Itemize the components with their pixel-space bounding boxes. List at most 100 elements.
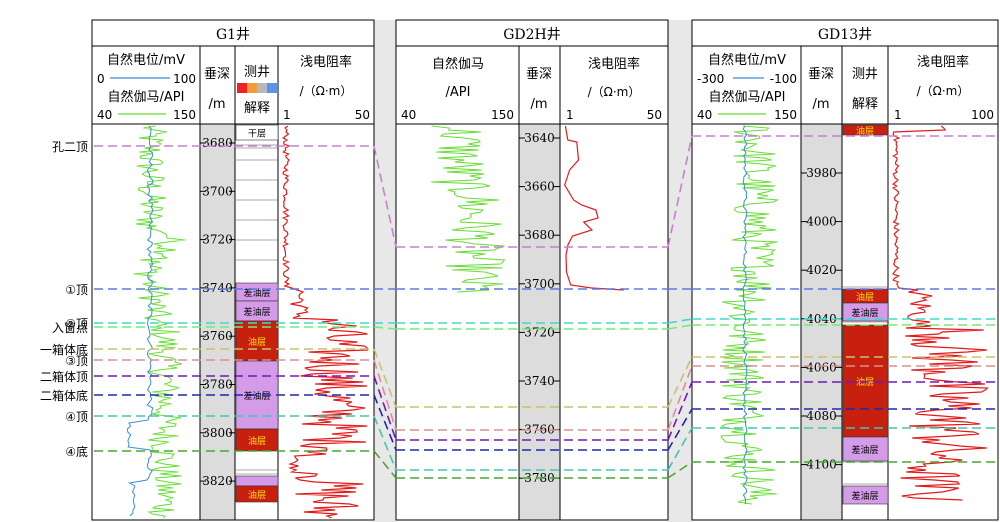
gd13-res-curve	[891, 125, 989, 501]
marker-line-segment	[373, 394, 397, 451]
depth-tick-label: 3720	[202, 233, 233, 247]
depth-tick-label: 3760	[202, 329, 233, 343]
marker-line-segment	[373, 450, 397, 479]
interp-label: 差油层	[851, 444, 878, 456]
marker-line-segment	[373, 415, 397, 471]
depth-tick-label: 4060	[806, 360, 837, 374]
interp-label: 油层	[856, 291, 874, 303]
gd13-res-label: 浅电阻率	[917, 54, 969, 70]
depth-tick-label: 3700	[202, 184, 233, 198]
depth-tick-label: 3720	[524, 325, 555, 339]
interp-block	[842, 485, 889, 505]
interp-label: 差油层	[243, 390, 270, 402]
marker-line-segment	[373, 145, 397, 248]
gd2h-res-label: 浅电阻率	[588, 56, 640, 72]
marker-label: ①顶	[65, 283, 88, 297]
interp-label: 差油层	[851, 307, 878, 319]
gd13-interp-header-bottom: 解释	[852, 97, 878, 112]
g1-res-min: 1	[283, 108, 291, 122]
gap-2	[668, 20, 692, 522]
gd13-curves	[720, 125, 989, 505]
g1-gr-max: 150	[173, 108, 196, 122]
well-gd2h-panel: GD2H井 自然伽马 /API 40 150 垂深 /m 浅电阻率 /（Ω·m）…	[395, 19, 669, 521]
depth-tick-label: 3640	[524, 131, 555, 145]
depth-tick-label: 4080	[806, 409, 837, 423]
gd2h-gr-min: 40	[401, 108, 416, 122]
gd13-res-min: 1	[894, 108, 902, 122]
gap-1	[374, 20, 396, 522]
g1-res-unit: /（Ω·m）	[300, 84, 353, 98]
gd2h-gr-max: 150	[491, 108, 514, 122]
gd2h-res-curve	[564, 125, 624, 291]
marker-line-segment	[373, 326, 397, 330]
marker-line-segment	[667, 461, 693, 479]
marker-label: ④底	[65, 444, 88, 459]
marker-label: 二箱体顶	[40, 369, 88, 384]
interp-label: 干层	[248, 129, 266, 140]
marker-line-segment	[373, 359, 397, 431]
gd13-well-name: GD13井	[818, 27, 872, 43]
interp-block	[235, 124, 279, 141]
interp-block	[842, 124, 889, 136]
depth-tick-label: 3660	[524, 180, 555, 194]
g1-interp-header-top: 测井	[244, 65, 270, 80]
depth-tick-label: 3980	[806, 166, 837, 180]
depth-tick-label: 3780	[202, 378, 233, 392]
g1-gr-label: 自然伽马/API	[108, 89, 185, 105]
gd2h-well-name: GD2H井	[503, 27, 561, 43]
interp-label: 差油层	[851, 490, 878, 502]
interp-block	[235, 485, 279, 503]
gd13-res-unit: /（Ω·m）	[917, 84, 970, 98]
depth-tick-label: 3680	[524, 228, 555, 242]
gd13-gr-label: 自然伽马/API	[709, 89, 786, 105]
gd13-interp-header-top: 测井	[852, 67, 878, 82]
g1-sp-curve	[126, 125, 154, 517]
g1-gr-curve	[133, 125, 186, 519]
marker-line-segment	[667, 318, 693, 324]
marker-label: 孔二顶	[52, 140, 88, 154]
gd2h-gr-unit: /API	[446, 85, 471, 100]
marker-lines	[94, 135, 998, 479]
marker-line-segment	[667, 324, 693, 330]
marker-line-segment	[667, 408, 693, 451]
gd13-sp-label: 自然电位/mV	[708, 52, 786, 68]
g1-sp-label: 自然电位/mV	[107, 52, 185, 68]
gd13-gr-min: 40	[697, 108, 712, 122]
marker-line-segment	[373, 348, 397, 408]
marker-label: ③顶	[65, 354, 88, 368]
marker-label: 二箱体底	[40, 388, 88, 403]
interp-label: 油层	[856, 125, 874, 137]
interp-block	[235, 475, 279, 487]
depth-tick-label: 3680	[202, 136, 233, 150]
gd13-gr-curve	[720, 125, 780, 505]
depth-tick-label: 3700	[524, 277, 555, 291]
gd13-sp-max: -100	[770, 72, 797, 86]
well-g1-panel: G1井 自然电位/mV 0 100 自然伽马/API 40 150 垂深 /m …	[91, 19, 375, 521]
marker-line-segment	[667, 356, 693, 408]
depth-tick-label: 4100	[806, 458, 837, 472]
gd2h-depth-header: 垂深	[526, 67, 552, 82]
g1-sp-min: 0	[97, 72, 105, 86]
interp-label: 油层	[248, 336, 266, 348]
marker-label: 一箱体底	[40, 342, 88, 357]
gd13-gr-max: 150	[774, 108, 797, 122]
gd13-sp-curve	[742, 125, 748, 505]
gd2h-curves	[431, 125, 624, 293]
gd2h-res-unit: /（Ω·m）	[588, 85, 641, 99]
depth-tick-label: 3820	[202, 474, 233, 488]
marker-line-segment	[373, 375, 397, 441]
g1-res-max: 50	[355, 108, 370, 122]
g1-well-name: G1井	[216, 27, 250, 43]
depth-tick-label: 4020	[806, 263, 837, 277]
gd2h-res-max: 50	[647, 108, 662, 122]
marker-line-segment	[667, 135, 693, 248]
gd2h-gr-curve	[431, 125, 506, 293]
gd13-res-max: 100	[971, 108, 994, 122]
g1-res-label: 浅电阻率	[300, 54, 352, 70]
g1-res-curve	[281, 125, 368, 519]
interp-label: 油层	[248, 489, 266, 501]
